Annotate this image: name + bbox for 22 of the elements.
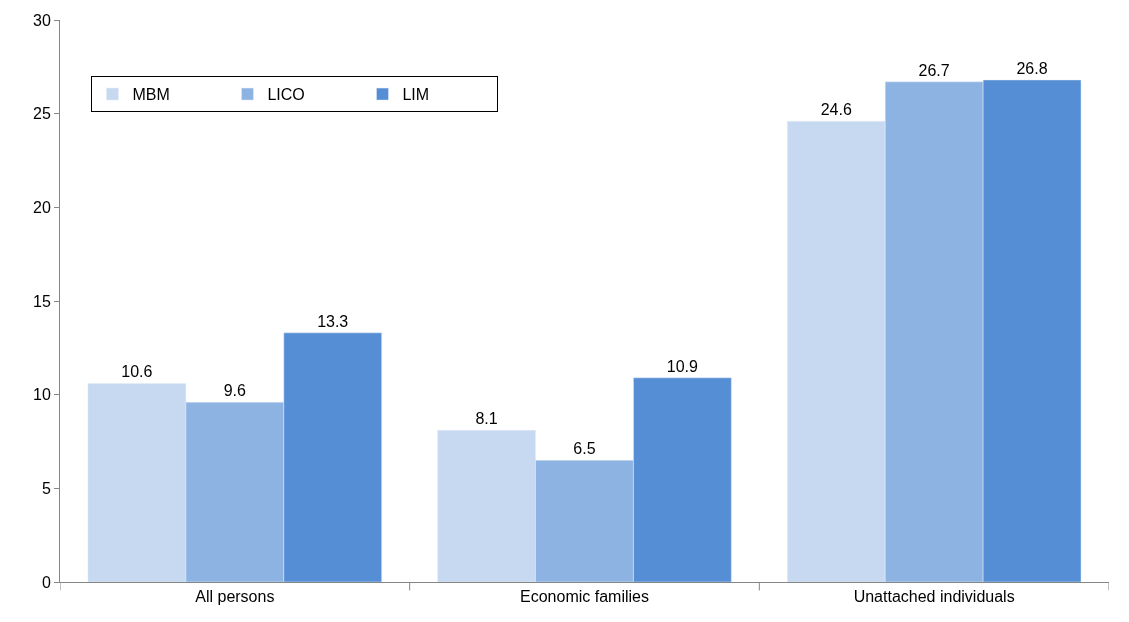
y-tick-label: 0 — [41, 573, 51, 591]
x-tick-label: Economic families — [520, 588, 649, 606]
y-tick-label: 20 — [33, 198, 51, 216]
data-label: 10.9 — [666, 357, 699, 375]
data-label: 8.1 — [475, 410, 498, 428]
data-label: 24.6 — [820, 101, 852, 119]
y-tick-label: 15 — [33, 292, 51, 310]
y-tick-label: 10 — [33, 386, 51, 404]
y-tick-label: 25 — [33, 105, 51, 123]
x-tick-label: Unattached individuals — [853, 588, 1015, 606]
data-label: 13.3 — [317, 312, 349, 330]
x-tick-label: All persons — [195, 588, 275, 606]
data-label: 6.5 — [573, 440, 596, 458]
data-label: 9.6 — [223, 382, 247, 400]
legend-label: LIM — [402, 86, 430, 104]
legend-label: MBM — [132, 86, 170, 104]
y-tick-label: 5 — [41, 479, 51, 497]
data-label: 26.8 — [1016, 59, 1048, 77]
data-label: 26.7 — [918, 61, 950, 79]
data-label: 10.6 — [121, 363, 153, 381]
legend-label: LICO — [267, 86, 305, 104]
y-tick-label: 30 — [33, 11, 51, 29]
